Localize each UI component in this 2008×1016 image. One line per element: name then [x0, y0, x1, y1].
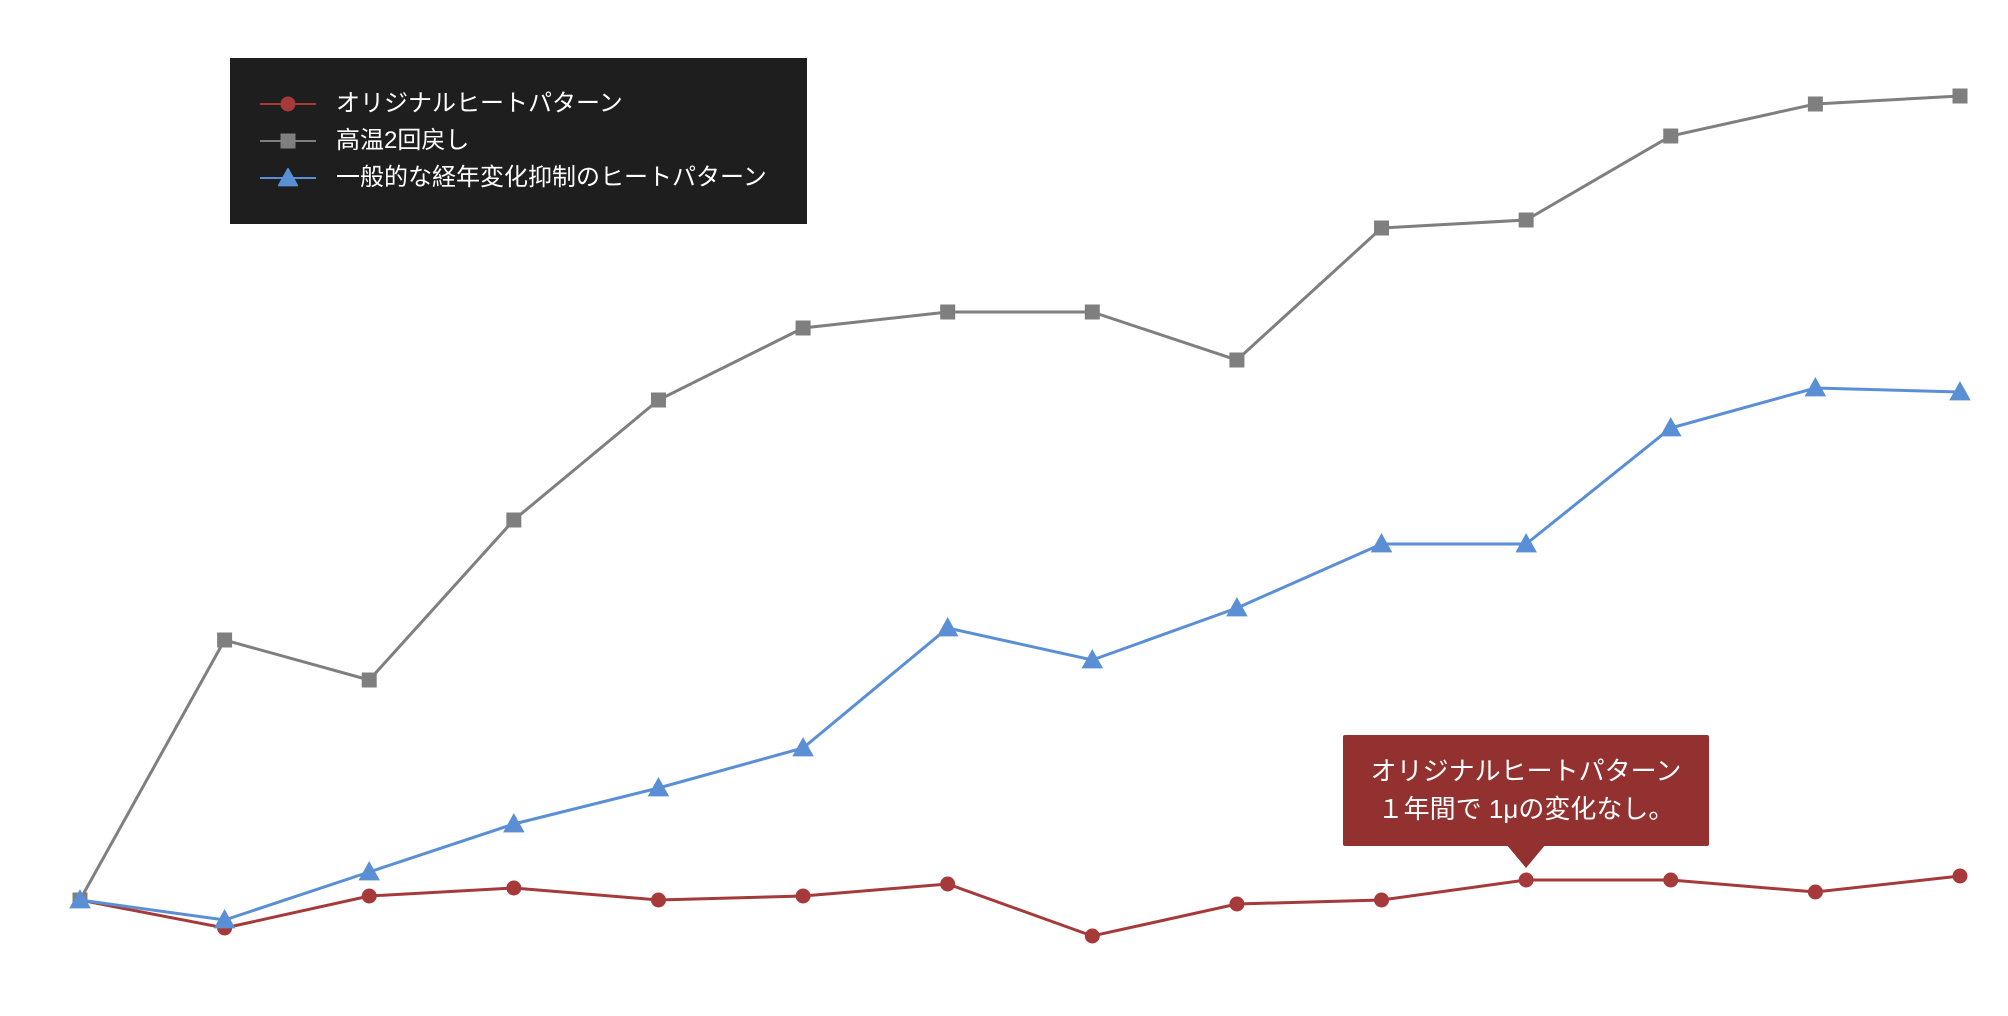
legend-item-high_temp: 高温2回戻し [260, 127, 767, 156]
series-marker-high_temp [651, 393, 665, 407]
line-chart: オリジナルヒートパターン高温2回戻し一般的な経年変化抑制のヒートパターン オリジ… [0, 0, 2008, 1016]
series-line-original [80, 876, 1960, 936]
legend: オリジナルヒートパターン高温2回戻し一般的な経年変化抑制のヒートパターン [230, 58, 807, 224]
legend-label: 高温2回戻し [336, 127, 469, 156]
series-marker-high_temp [796, 321, 810, 335]
series-marker-high_temp [507, 513, 521, 527]
callout-tail [1506, 844, 1546, 868]
series-marker-original [941, 877, 955, 891]
legend-swatch [260, 129, 316, 153]
series-marker-original [796, 889, 810, 903]
series-marker-generic [1227, 598, 1247, 616]
series-marker-original [1230, 897, 1244, 911]
series-marker-high_temp [1085, 305, 1099, 319]
series-marker-high_temp [1953, 89, 1967, 103]
callout-subtitle: １年間で 1μの変化なし。 [1371, 791, 1682, 829]
legend-swatch [260, 166, 316, 190]
series-marker-high_temp [362, 673, 376, 687]
series-marker-high_temp [1519, 213, 1533, 227]
series-marker-original [1085, 929, 1099, 943]
series-marker-high_temp [1664, 129, 1678, 143]
series-marker-original [1808, 885, 1822, 899]
series-marker-original [1953, 869, 1967, 883]
series-marker-high_temp [941, 305, 955, 319]
legend-item-original: オリジナルヒートパターン [260, 90, 767, 119]
legend-swatch [260, 92, 316, 116]
series-marker-original [651, 893, 665, 907]
series-marker-generic [938, 618, 958, 636]
series-marker-high_temp [1808, 97, 1822, 111]
series-marker-original [362, 889, 376, 903]
legend-label: オリジナルヒートパターン [336, 90, 623, 119]
series-marker-high_temp [1230, 353, 1244, 367]
series-marker-original [1375, 893, 1389, 907]
series-marker-original [1664, 873, 1678, 887]
callout-title: オリジナルヒートパターン [1371, 753, 1682, 791]
series-marker-high_temp [218, 633, 232, 647]
series-marker-high_temp [1375, 221, 1389, 235]
legend-label: 一般的な経年変化抑制のヒートパターン [336, 164, 767, 193]
legend-item-generic: 一般的な経年変化抑制のヒートパターン [260, 164, 767, 193]
series-marker-original [507, 881, 521, 895]
series-marker-original [1519, 873, 1533, 887]
callout-annotation: オリジナルヒートパターン １年間で 1μの変化なし。 [1343, 735, 1710, 846]
